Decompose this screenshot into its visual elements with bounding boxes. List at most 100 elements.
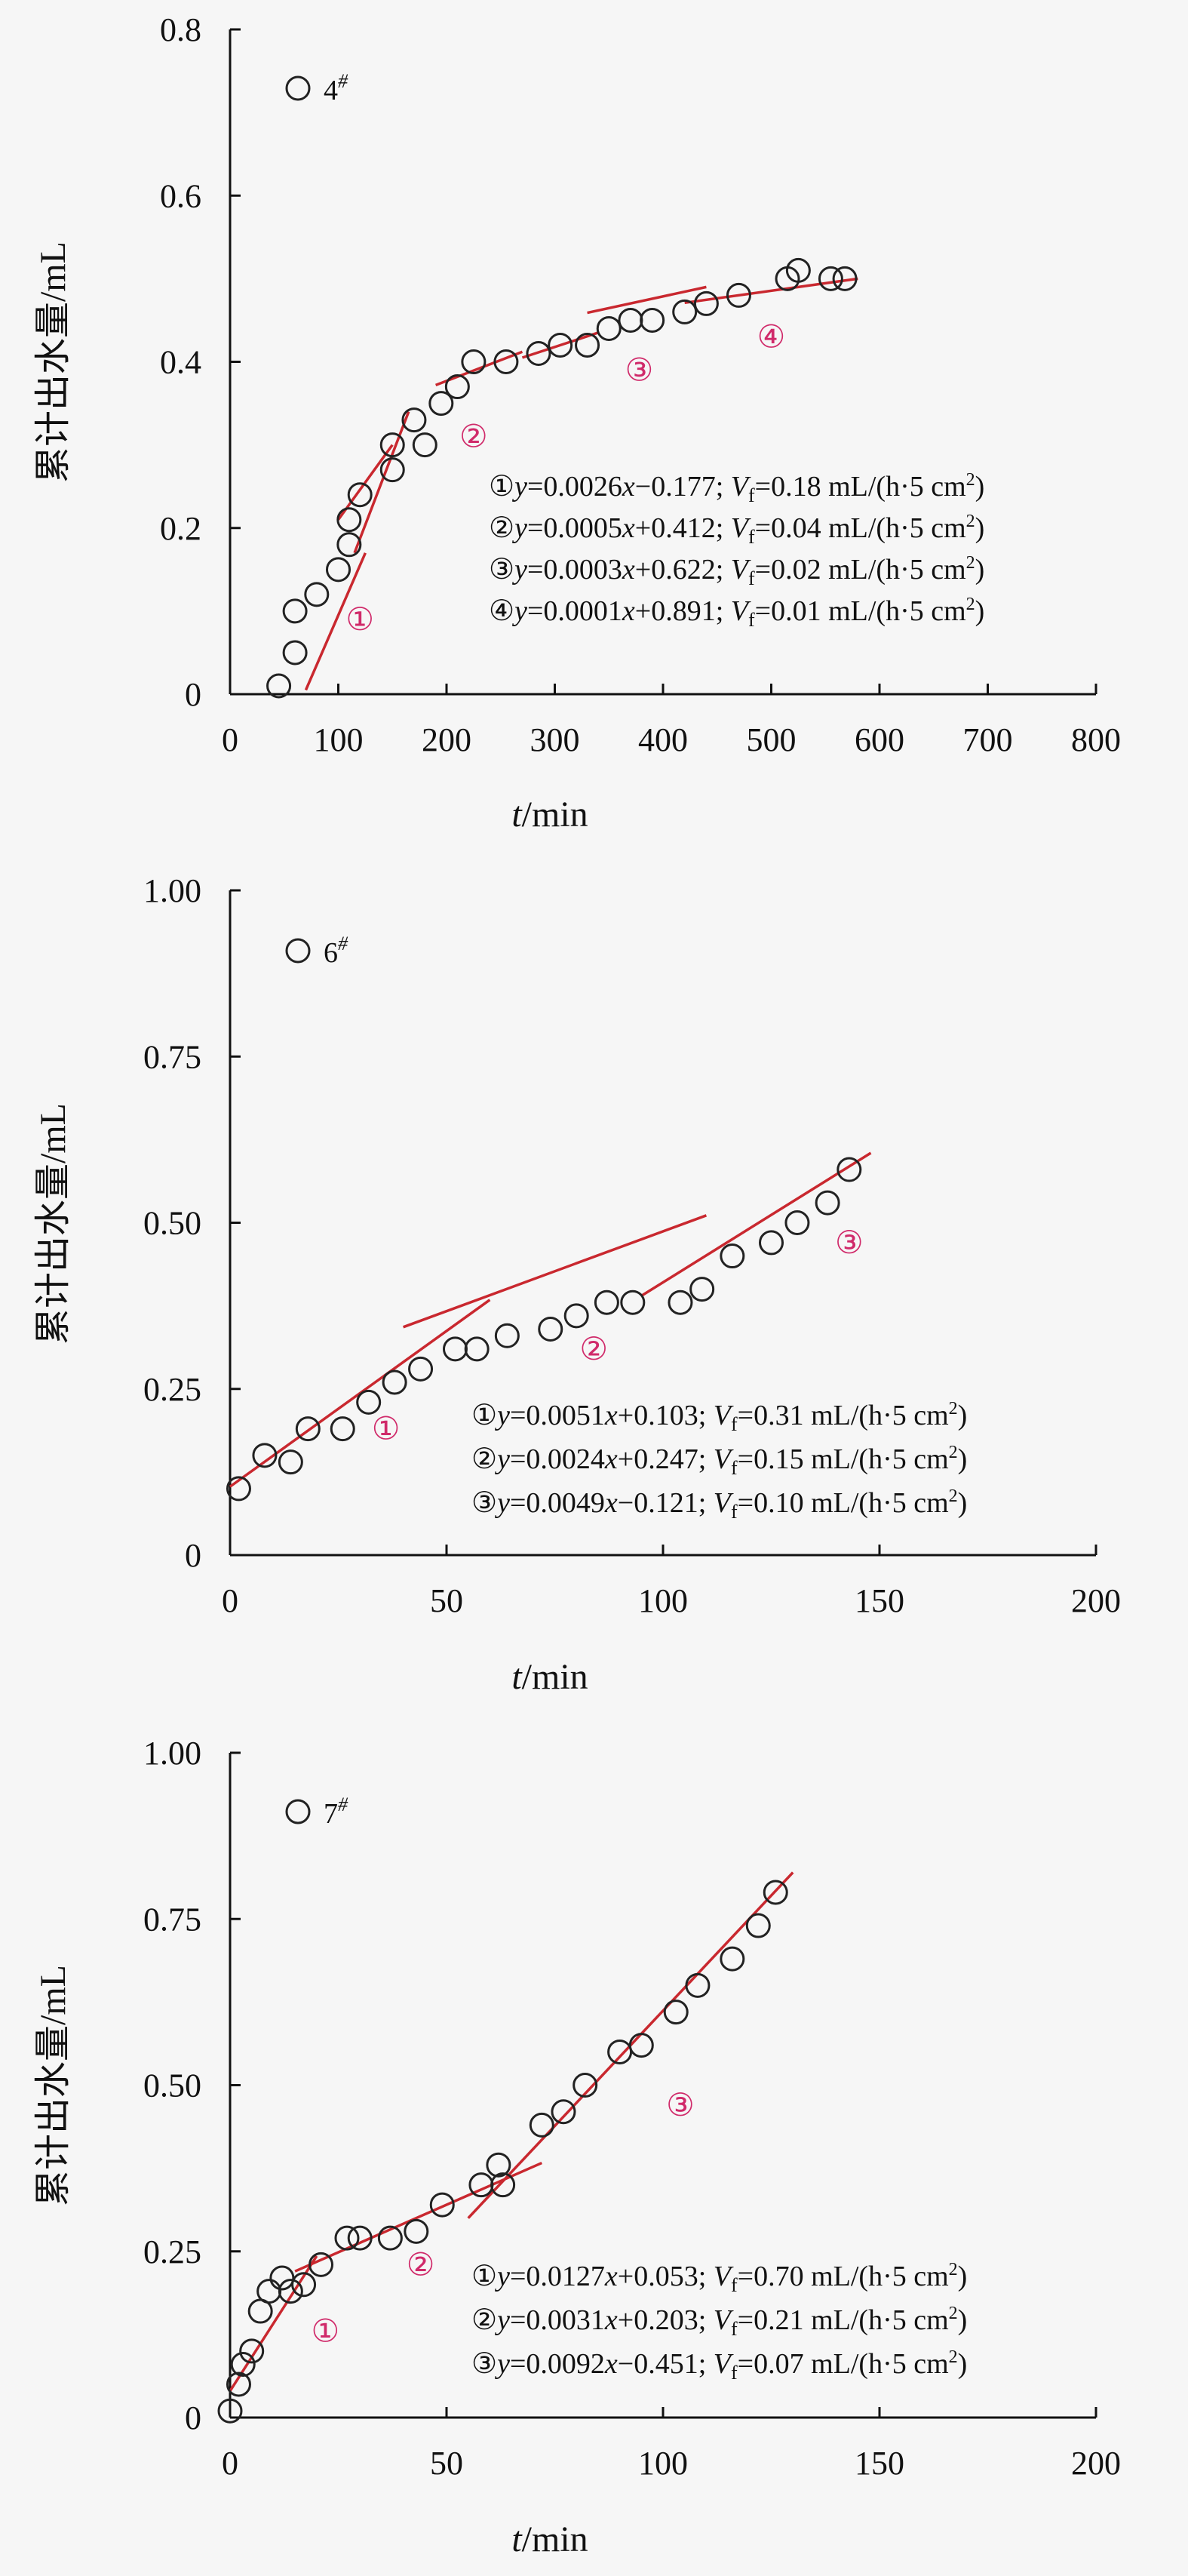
x-axis-title: t/min xyxy=(511,2519,588,2559)
equation-y: y xyxy=(494,1443,510,1475)
y-tick-label: 0 xyxy=(185,1537,201,1574)
equation-y: y xyxy=(511,471,527,503)
equation-slope: =0.0026 xyxy=(527,471,622,503)
legend-label-sup: # xyxy=(338,933,348,954)
x-tick-label: 200 xyxy=(1071,2445,1121,2482)
data-point xyxy=(309,2252,334,2277)
data-point xyxy=(401,407,427,433)
fit-equation: ②y=0.0024x+0.247; Vf=0.15 mL/(h·5 cm2) xyxy=(471,1443,967,1479)
x-tick-label: 150 xyxy=(855,2445,904,2482)
velocity-symbol: V xyxy=(714,1443,734,1475)
equation-id: ③ xyxy=(471,1487,497,1519)
data-point xyxy=(494,1323,520,1348)
x-axis-title-var: t xyxy=(511,2519,523,2559)
velocity-close: ) xyxy=(958,2304,968,2336)
y-tick-label: 0.25 xyxy=(143,2233,201,2270)
velocity-sup: 2 xyxy=(966,595,975,614)
data-point xyxy=(815,1190,840,1216)
data-point xyxy=(607,2039,633,2064)
fit-line xyxy=(304,552,367,691)
y-tick-label: 0.50 xyxy=(143,2067,201,2104)
velocity-subscript: f xyxy=(731,1457,738,1479)
data-point xyxy=(693,290,719,316)
data-point xyxy=(442,1336,468,1362)
x-tick-label: 300 xyxy=(530,721,580,758)
velocity-symbol: V xyxy=(714,2304,734,2336)
legend-label: 4# xyxy=(324,70,348,106)
fit-line xyxy=(640,1151,872,1297)
data-point xyxy=(596,315,622,341)
equation-id: ② xyxy=(471,2304,497,2336)
legend-label: 6# xyxy=(324,933,348,969)
data-point xyxy=(334,2225,360,2251)
velocity-value: =0.04 mL/(h·5 cm xyxy=(755,512,966,544)
y-axis-title: 累计出水量/mL xyxy=(33,241,73,483)
x-tick-label: 50 xyxy=(430,1582,463,1619)
equation-intercept: +0.103; xyxy=(618,1400,714,1431)
equation-id: ① xyxy=(471,1400,497,1431)
data-point xyxy=(618,307,643,333)
data-point xyxy=(548,332,573,358)
segment-label: ② xyxy=(407,2248,435,2282)
velocity-close: ) xyxy=(958,1400,968,1431)
y-tick-label: 0 xyxy=(185,676,201,713)
equation-intercept: +0.247; xyxy=(618,1443,714,1475)
velocity-close: ) xyxy=(975,595,985,627)
data-point xyxy=(720,1243,745,1269)
velocity-value: =0.02 mL/(h·5 cm xyxy=(755,554,966,586)
velocity-sup: 2 xyxy=(949,1443,958,1462)
fit-line xyxy=(587,285,707,315)
fit-equation: ③y=0.0049x−0.121; Vf=0.10 mL/(h·5 cm2) xyxy=(471,1486,967,1523)
legend-label-number: 4 xyxy=(324,75,338,106)
velocity-subscript: f xyxy=(731,1501,738,1523)
velocity-close: ) xyxy=(958,2348,968,2380)
y-tick-label: 0.8 xyxy=(160,11,201,48)
data-point xyxy=(226,2372,251,2397)
fit-equation: ③y=0.0092x−0.451; Vf=0.07 mL/(h·5 cm2) xyxy=(471,2347,967,2384)
chart-panel-3: 0 0.25 0.50 0.75 1.00 0 50 100 150 200 t/min 累计出水量/… xyxy=(33,1735,1121,2559)
data-point xyxy=(818,266,843,291)
x-axis-title: t/min xyxy=(511,795,588,835)
data-point xyxy=(628,2033,654,2058)
equation-x: x xyxy=(622,512,635,544)
equation-slope: =0.0001 xyxy=(527,595,622,627)
legend-label-sup: # xyxy=(338,70,348,92)
velocity-value: =0.15 mL/(h·5 cm xyxy=(738,1443,949,1475)
data-point xyxy=(490,2172,516,2198)
velocity-sup: 2 xyxy=(949,1399,958,1419)
equation-slope: =0.0031 xyxy=(510,2304,605,2336)
velocity-symbol: V xyxy=(731,554,751,586)
equation-slope: =0.0005 xyxy=(527,512,622,544)
x-axis-title-unit: /min xyxy=(522,795,588,835)
y-tick-label: 1.00 xyxy=(143,1735,201,1772)
velocity-value: =0.70 mL/(h·5 cm xyxy=(738,2261,949,2292)
fit-equation: ②y=0.0005x+0.412; Vf=0.04 mL/(h·5 cm2) xyxy=(489,512,984,548)
data-point xyxy=(404,2218,429,2244)
velocity-subscript: f xyxy=(748,526,755,548)
y-tick-label: 0.75 xyxy=(143,1038,201,1075)
data-point xyxy=(538,1316,563,1342)
equation-x: x xyxy=(622,595,635,627)
y-tick-label: 0.25 xyxy=(143,1371,201,1408)
x-axis-title-unit: /min xyxy=(522,1657,588,1697)
equation-y: y xyxy=(494,2304,510,2336)
data-point xyxy=(563,1303,589,1329)
data-point xyxy=(486,2152,511,2178)
fit-equation: ①y=0.0127x+0.053; Vf=0.70 mL/(h·5 cm2) xyxy=(471,2260,967,2296)
equation-intercept: −0.121; xyxy=(618,1487,714,1519)
fit-equation: ③y=0.0003x+0.622; Vf=0.02 mL/(h·5 cm2) xyxy=(489,553,984,589)
data-point xyxy=(230,2352,256,2378)
data-point xyxy=(239,2338,265,2364)
velocity-subscript: f xyxy=(731,2318,738,2340)
equation-id: ① xyxy=(489,471,514,503)
segment-label: ③ xyxy=(666,2089,695,2123)
equation-x: x xyxy=(604,2261,618,2292)
y-tick-label: 0.4 xyxy=(160,344,201,381)
data-point xyxy=(379,457,405,483)
velocity-sup: 2 xyxy=(949,2347,958,2367)
equation-slope: =0.0003 xyxy=(527,554,622,586)
x-tick-label: 100 xyxy=(638,1582,688,1619)
x-tick-label: 100 xyxy=(314,721,364,758)
data-point xyxy=(759,1230,784,1256)
